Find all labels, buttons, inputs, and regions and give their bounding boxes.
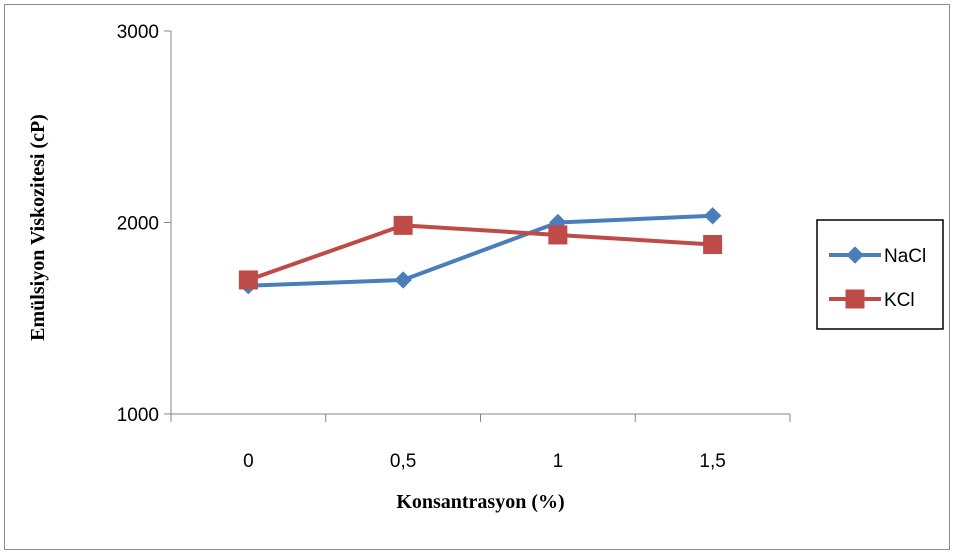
y-axis-ticks: 1000 2000 3000	[117, 22, 171, 426]
legend-item-kcl: KCl	[829, 289, 915, 311]
x-axis-ticks: 0 0,5 1 1,5	[170, 414, 791, 472]
axes	[170, 31, 790, 415]
legend-marker-nacl	[846, 246, 864, 264]
series-line-kcl	[247, 223, 713, 282]
legend-item-nacl: NaCl	[829, 246, 926, 267]
data-point-kcl	[703, 235, 723, 255]
y-tick-label: 1000	[117, 405, 159, 426]
legend-marker-kcl	[845, 289, 865, 309]
series-nacl	[239, 207, 722, 295]
series-line-nacl	[248, 213, 713, 288]
series-layer	[238, 207, 723, 295]
y-tick-label: 3000	[117, 22, 159, 43]
chart-frame	[4, 4, 950, 550]
legend: NaCl KCl	[816, 219, 944, 330]
legend-label-kcl: KCl	[884, 290, 915, 311]
x-tick-label: 0,5	[390, 451, 416, 472]
series-kcl	[238, 215, 723, 290]
data-point-kcl	[238, 270, 258, 290]
legend-box	[816, 219, 944, 330]
x-tick-label: 0	[243, 451, 254, 472]
y-tick-label: 2000	[117, 214, 159, 235]
y-axis-title: Emülsiyon Viskozitesi (cP)	[27, 114, 49, 341]
data-point-kcl	[393, 215, 413, 235]
x-tick-label: 1,5	[699, 451, 725, 472]
legend-label-nacl: NaCl	[884, 246, 926, 267]
data-point-nacl	[703, 207, 722, 225]
data-point-kcl	[548, 225, 568, 245]
x-axis-title: Konsantrasyon (%)	[396, 491, 564, 513]
data-point-nacl	[394, 271, 412, 289]
x-tick-label: 1	[553, 451, 564, 472]
